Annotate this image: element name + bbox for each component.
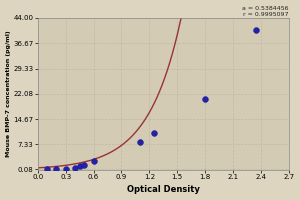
Y-axis label: Mouse BMP-7 concentration (pg/ml): Mouse BMP-7 concentration (pg/ml)	[6, 30, 10, 157]
Text: a = 0.5384456
r = 0.9995097: a = 0.5384456 r = 0.9995097	[242, 6, 289, 17]
Point	[45, 168, 50, 171]
Point	[152, 132, 156, 135]
Point	[54, 168, 59, 171]
Point	[138, 141, 142, 144]
Point	[254, 28, 259, 32]
Point	[63, 168, 68, 171]
Point	[73, 166, 77, 170]
Point	[91, 159, 96, 163]
Point	[77, 165, 82, 168]
Point	[203, 97, 208, 101]
X-axis label: Optical Density: Optical Density	[127, 185, 200, 194]
Point	[82, 163, 87, 166]
